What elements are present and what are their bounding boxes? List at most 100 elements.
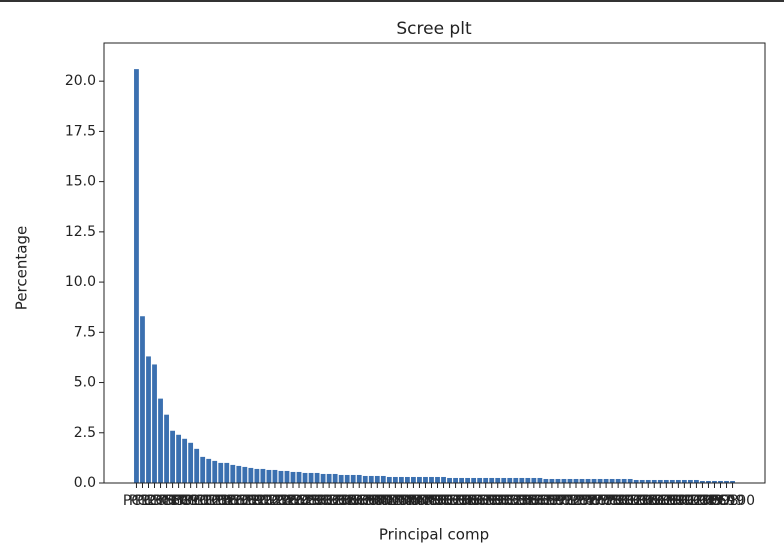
bar — [224, 462, 230, 483]
bar — [633, 479, 639, 483]
bar — [585, 478, 591, 483]
bar — [423, 476, 428, 483]
x-tick-label: PC90 — [654, 493, 690, 509]
x-tick-label: PC46 — [389, 493, 425, 509]
bar — [272, 469, 278, 483]
x-tick-label: PC38 — [341, 493, 377, 509]
x-tick-label: PC67 — [516, 493, 552, 509]
x-tick-label: PC13 — [191, 493, 227, 509]
bar — [645, 479, 651, 483]
x-tick-label: PC8 — [165, 493, 192, 509]
x-tick-label: PC55 — [444, 493, 480, 509]
x-tick-label: PC30 — [293, 493, 329, 509]
x-tick-label: PC7 — [159, 493, 186, 509]
bar — [362, 475, 368, 483]
bar — [712, 480, 717, 483]
bar — [260, 468, 266, 483]
bar — [236, 465, 242, 483]
x-tick-label: PC76 — [570, 493, 606, 509]
bar — [296, 471, 302, 483]
y-tick-label: 17.5 — [65, 123, 96, 139]
x-tick-label: PC57 — [456, 493, 492, 509]
bar — [525, 477, 531, 483]
bar — [417, 476, 422, 483]
plot-frame — [103, 42, 766, 484]
x-tick-label: PC19 — [227, 493, 263, 509]
x-tick-label: PC94 — [678, 493, 714, 509]
bar — [531, 477, 537, 483]
bar — [320, 473, 326, 483]
x-tick-label: PC24 — [257, 493, 293, 509]
bar — [308, 472, 314, 483]
x-tick-label: PC58 — [462, 493, 498, 509]
bar — [495, 477, 501, 483]
x-tick-label: PC65 — [504, 493, 540, 509]
x-tick-label: PC84 — [618, 493, 654, 509]
bar — [730, 480, 735, 483]
x-tick-label: PC99 — [709, 493, 745, 509]
bar — [158, 398, 163, 483]
x-tick-label: PC2 — [129, 493, 156, 509]
x-tick-label: PC17 — [215, 493, 251, 509]
x-tick-label: PC73 — [552, 493, 588, 509]
y-tick-label: 20.0 — [65, 73, 96, 89]
y-tick-label: 5.0 — [74, 375, 96, 391]
bar — [681, 479, 687, 483]
bar — [380, 475, 386, 483]
x-tick-label: PC4 — [141, 493, 168, 509]
bar — [657, 479, 663, 483]
bar — [290, 471, 296, 483]
x-axis-label: Principal comp — [379, 526, 489, 544]
bar — [435, 476, 440, 483]
x-tick-label: PC6 — [153, 493, 180, 509]
bar — [513, 477, 519, 483]
y-tick-label: 2.5 — [74, 425, 96, 441]
x-tick-label: PC72 — [546, 493, 582, 509]
bar — [615, 478, 621, 483]
x-tick-label: PC26 — [269, 493, 305, 509]
bar — [386, 476, 392, 483]
x-tick-label: PC20 — [233, 493, 269, 509]
bar — [170, 430, 175, 483]
bar — [724, 480, 729, 483]
bar — [194, 448, 200, 483]
bar — [140, 316, 145, 483]
x-tick-label: PC68 — [522, 493, 558, 509]
bar — [489, 477, 495, 483]
bar — [206, 458, 212, 483]
x-tick-label: PC48 — [401, 493, 437, 509]
bar — [465, 477, 471, 483]
x-tick-label: PC10 — [173, 493, 209, 509]
bar — [350, 474, 356, 483]
x-tick-label: PC79 — [588, 493, 624, 509]
bar — [483, 477, 489, 483]
x-tick-label: PC52 — [426, 493, 462, 509]
bar — [700, 480, 705, 483]
x-tick-label: PC54 — [438, 493, 474, 509]
bar — [519, 477, 525, 483]
x-tick-label: PC42 — [365, 493, 401, 509]
x-tick-label: PC49 — [407, 493, 443, 509]
bar — [392, 476, 398, 483]
bar — [627, 478, 633, 483]
x-tick-label: PC51 — [419, 493, 455, 509]
x-tick-label: PC22 — [245, 493, 281, 509]
bar — [314, 472, 320, 483]
bar — [248, 467, 254, 483]
bar — [537, 477, 543, 483]
x-tick-label: PC28 — [281, 493, 317, 509]
x-tick-label: PC15 — [203, 493, 239, 509]
x-tick-label: PC91 — [660, 493, 696, 509]
y-tick-label: 7.5 — [74, 324, 96, 340]
bar — [368, 475, 374, 483]
x-tick-label: PC12 — [185, 493, 221, 509]
x-tick-label: PC47 — [395, 493, 431, 509]
x-tick-label: PC9 — [171, 493, 198, 509]
bar — [441, 476, 446, 483]
x-tick-label: PC33 — [311, 493, 347, 509]
bar — [718, 480, 723, 483]
x-tick-label: PC27 — [275, 493, 311, 509]
bar — [447, 477, 452, 483]
x-tick-label: PC95 — [684, 493, 720, 509]
